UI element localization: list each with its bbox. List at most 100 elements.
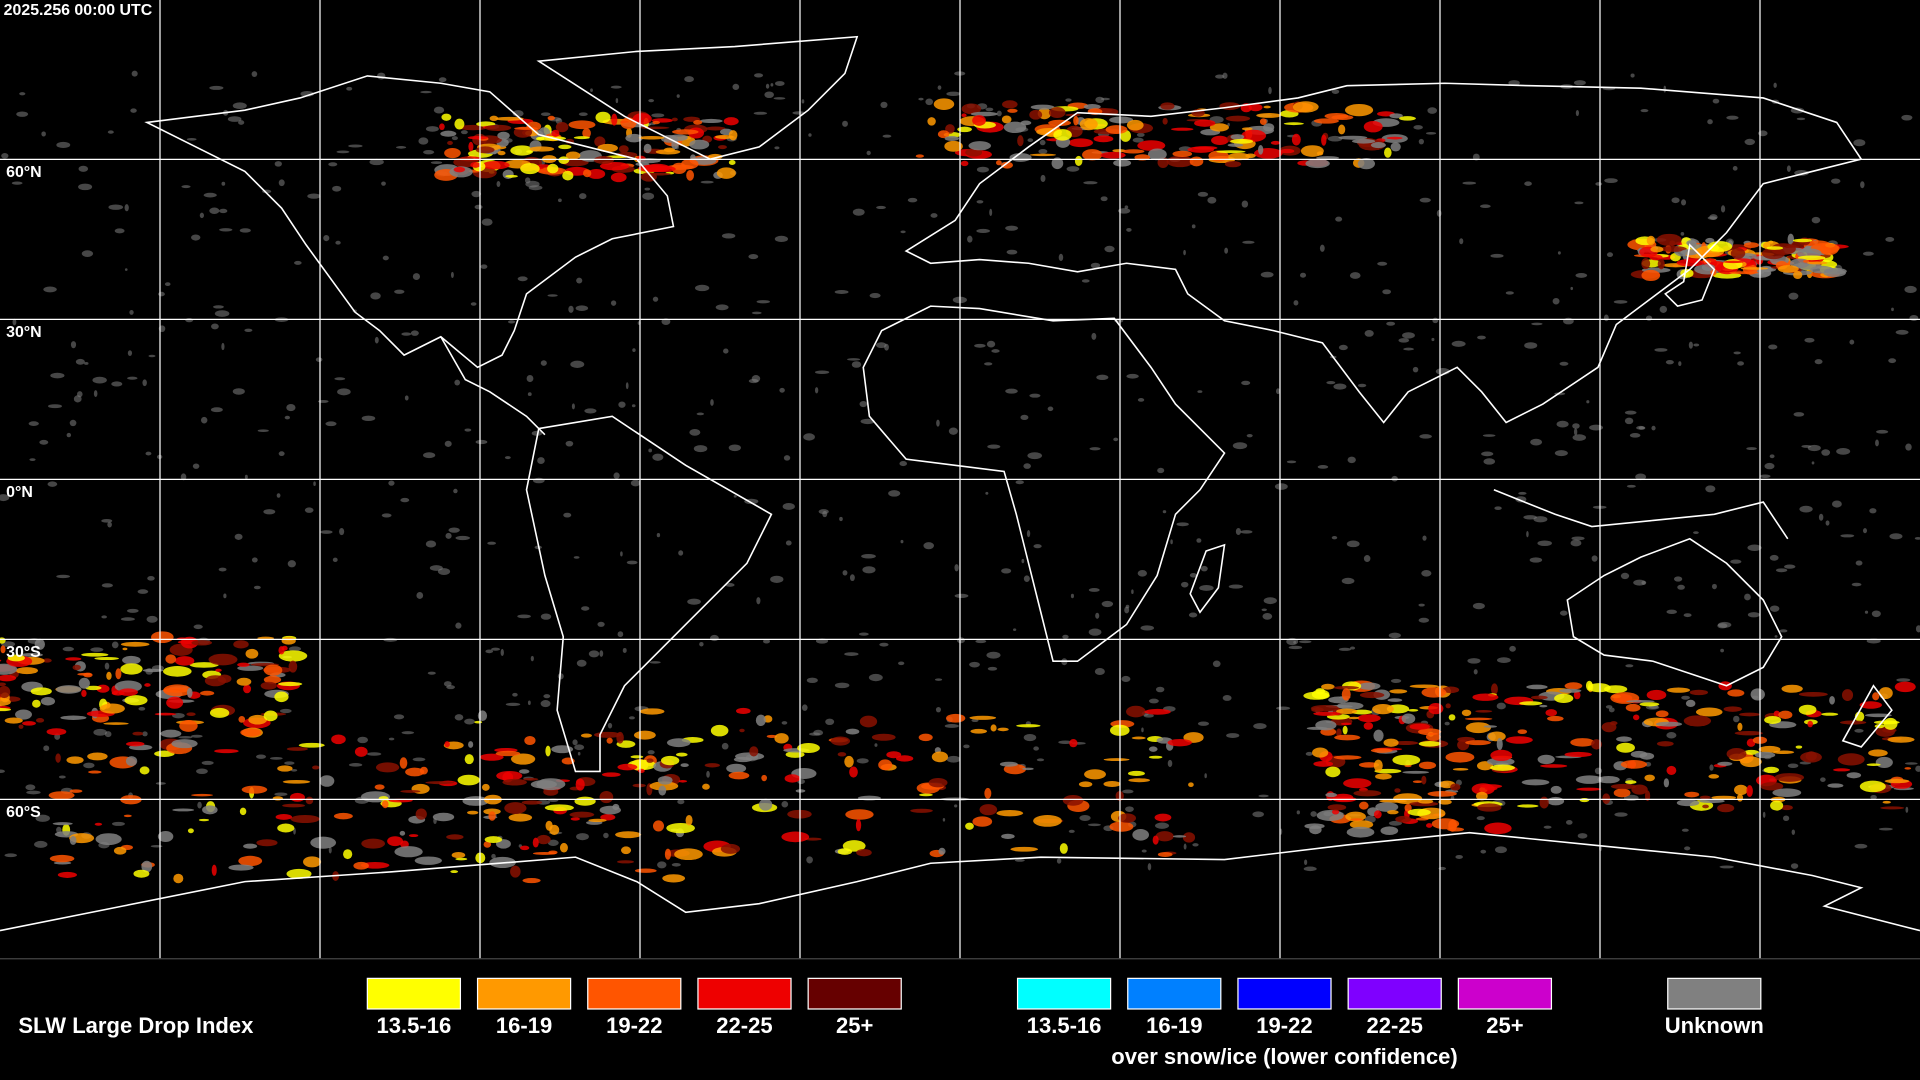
cloud-speck — [1451, 340, 1466, 347]
cloud-patch — [34, 638, 45, 650]
cloud-speck — [1505, 291, 1514, 295]
cloud-speck — [1793, 412, 1805, 417]
cloud-patch — [520, 163, 540, 175]
cloud-patch — [209, 707, 230, 718]
cloud-speck — [1014, 858, 1025, 862]
cloud-patch — [704, 763, 720, 768]
cloud-speck — [700, 180, 714, 184]
cloud-patch — [1172, 835, 1187, 838]
cloud-speck — [721, 742, 729, 750]
cloud-speck — [1141, 727, 1144, 733]
cloud-patch — [464, 754, 474, 765]
cloud-patch — [1127, 770, 1145, 777]
cloud-speck — [294, 260, 302, 265]
cloud-speck — [597, 621, 605, 627]
cloud-speck — [1293, 300, 1299, 306]
cloud-patch — [1427, 790, 1457, 797]
cloud-patch — [1387, 698, 1403, 702]
cloud-speck — [1769, 554, 1779, 561]
cloud-patch — [15, 667, 38, 675]
cloud-patch — [1734, 784, 1748, 796]
cloud-patch — [1517, 804, 1539, 808]
cloud-speck — [1775, 568, 1788, 573]
cloud-patch — [1084, 769, 1106, 780]
cloud-speck — [145, 451, 152, 456]
cloud-speck — [78, 165, 89, 172]
cloud-speck — [1062, 634, 1069, 639]
cloud-speck — [1905, 806, 1909, 813]
cloud-patch — [666, 822, 695, 834]
cloud-speck — [1040, 174, 1046, 183]
cloud-speck — [557, 198, 562, 203]
cloud-speck — [199, 212, 204, 219]
cloud-patch — [1412, 780, 1423, 784]
cloud-patch — [343, 849, 353, 860]
cloud-speck — [1577, 833, 1588, 839]
cloud-speck — [1688, 341, 1693, 349]
cloud-patch — [1803, 259, 1810, 263]
cloud-patch — [1695, 707, 1723, 717]
cloud-speck — [1300, 272, 1307, 278]
cloud-patch — [1316, 156, 1340, 160]
cloud-patch — [46, 728, 67, 736]
cloud-patch — [1283, 122, 1304, 126]
cloud-patch — [1743, 749, 1760, 755]
cloud-patch — [1633, 714, 1640, 721]
cloud-patch — [970, 728, 988, 734]
cloud-patch — [1007, 108, 1018, 113]
cloud-speck — [1624, 417, 1634, 425]
cloud-speck — [532, 477, 545, 484]
cloud-speck — [1814, 359, 1823, 365]
cloud-speck — [427, 671, 436, 675]
cloud-speck — [339, 528, 345, 536]
cloud-speck — [996, 110, 1002, 117]
cloud-speck — [1605, 705, 1613, 709]
cloud-speck — [1137, 398, 1145, 402]
cloud-patch — [681, 158, 699, 170]
legend-label: 13.5-16 — [377, 1013, 452, 1038]
cloud-speck — [1786, 165, 1791, 172]
cloud-speck — [699, 641, 704, 647]
cloud-patch — [1118, 813, 1136, 823]
cloud-patch — [1476, 791, 1488, 801]
cloud-speck — [1586, 400, 1590, 404]
cloud-patch — [1189, 156, 1204, 167]
cloud-speck — [944, 723, 959, 728]
cloud-patch — [1625, 780, 1637, 784]
cloud-patch — [1646, 689, 1667, 701]
cloud-speck — [328, 846, 332, 854]
cloud-patch — [439, 123, 445, 131]
cloud-speck — [1258, 794, 1269, 798]
cloud-patch — [189, 662, 219, 668]
cloud-speck — [809, 732, 821, 736]
cloud-speck — [1241, 200, 1249, 208]
cloud-speck — [1191, 224, 1196, 229]
cloud-speck — [1412, 366, 1419, 373]
cloud-patch — [555, 121, 569, 133]
cloud-speck — [1620, 572, 1630, 580]
cloud-speck — [1663, 85, 1667, 93]
cloud-speck — [1326, 381, 1336, 385]
cloud-patch — [186, 712, 196, 716]
cloud-speck — [751, 375, 761, 383]
cloud-patch — [1666, 765, 1677, 776]
cloud-patch — [1452, 768, 1469, 771]
cloud-speck — [288, 646, 301, 652]
cloud-patch — [1659, 246, 1687, 252]
cloud-speck — [332, 557, 338, 563]
cloud-patch — [1341, 688, 1351, 701]
cloud-speck — [12, 318, 17, 326]
cloud-speck — [1862, 251, 1874, 256]
cloud-patch — [172, 808, 195, 812]
cloud-patch — [163, 666, 192, 677]
cloud-speck — [954, 593, 969, 599]
cloud-patch — [1766, 246, 1784, 250]
cloud-patch — [995, 160, 1002, 166]
cloud-speck — [687, 598, 701, 605]
cloud-patch — [938, 847, 946, 855]
cloud-speck — [395, 146, 407, 149]
cloud-patch — [1001, 115, 1012, 124]
cloud-speck — [1170, 539, 1173, 545]
cloud-patch — [233, 640, 249, 649]
